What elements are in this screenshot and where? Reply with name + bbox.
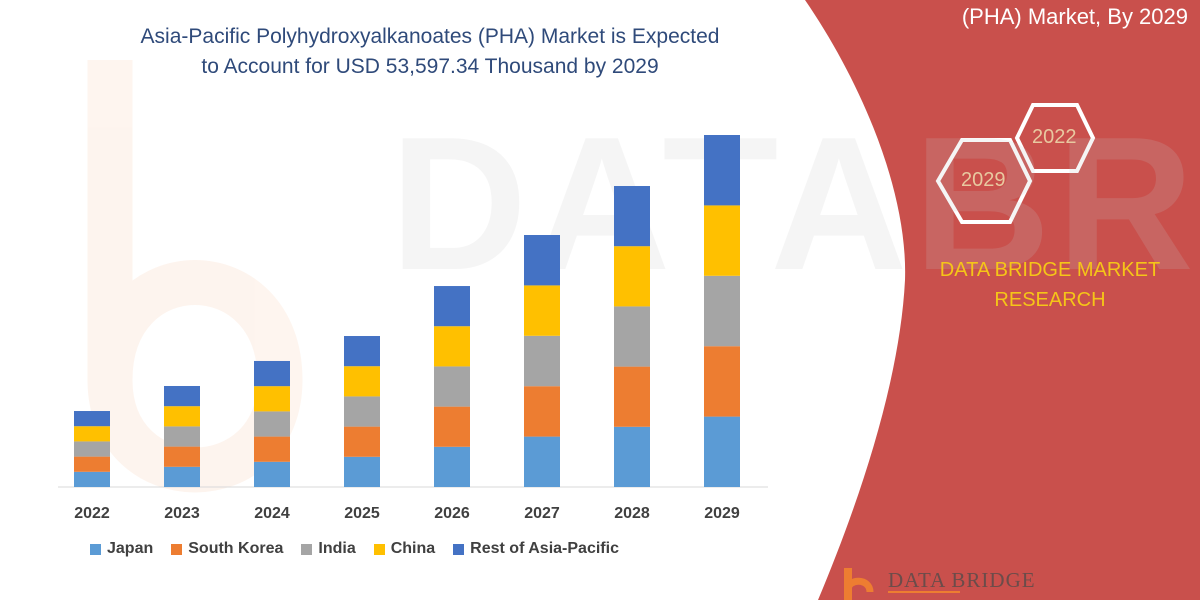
bar-segment-2024-india: [254, 411, 290, 437]
red-side-panel: [805, 0, 1200, 600]
legend-label: South Korea: [188, 540, 284, 557]
legend-label: India: [318, 540, 356, 557]
bar-segment-2026-south-korea: [434, 406, 470, 447]
x-tick-label: 2022: [74, 505, 110, 522]
x-tick-label: 2029: [704, 505, 740, 522]
hexagon-2022-icon: [1014, 103, 1096, 173]
legend-item: China: [373, 540, 436, 558]
legend-label: Rest of Asia-Pacific: [470, 540, 619, 557]
bar-segment-2027-south-korea: [524, 386, 560, 437]
bar-segment-2027-japan: [524, 436, 560, 487]
bar-segment-2026-china: [434, 326, 470, 367]
hex-label-2029: 2029: [961, 169, 1006, 191]
bar-segment-2022-japan: [74, 471, 110, 487]
bottom-logo-icon: [844, 568, 960, 600]
legend: Japan South Korea India China Rest of Asia-P…: [90, 540, 619, 558]
legend-label: Japan: [107, 540, 154, 557]
bar-segment-2029-india: [704, 275, 740, 347]
x-tick-label: 2025: [344, 505, 380, 522]
legend-swatch: [301, 543, 313, 555]
bar-segment-2023-south-korea: [164, 446, 200, 467]
bar-segment-2025-south-korea: [344, 426, 380, 457]
side-panel-title: (PHA) Market, By 2029: [961, 4, 1188, 29]
bar-segment-2026-rest-of-asia-pacific: [434, 286, 470, 327]
bar-segment-2029-rest-of-asia-pacific: [704, 135, 740, 206]
legend-swatch: [373, 543, 385, 555]
logo-text: DATA BRIDGE: [888, 568, 1036, 592]
bar-segment-2025-china: [344, 366, 380, 397]
legend-item: India: [301, 540, 356, 558]
bar-segment-2028-india: [614, 306, 650, 367]
x-tick-labels: 2022 2023 2024 2025 2026 2027 2028 2029: [74, 505, 740, 522]
bar-segment-2028-china: [614, 246, 650, 307]
legend-swatch: [171, 543, 183, 555]
bar-segment-2024-south-korea: [254, 436, 290, 462]
legend-swatch: [90, 543, 101, 555]
x-tick-label: 2024: [254, 505, 290, 522]
chart-title-line-2: to Account for USD 53,597.34 Thousand by…: [201, 55, 659, 78]
legend-swatch: [453, 543, 465, 555]
bar-segment-2029-south-korea: [704, 346, 740, 417]
legend-item: South Korea: [171, 540, 283, 558]
x-tick-label: 2027: [524, 505, 560, 522]
bar-segment-2023-rest-of-asia-pacific: [164, 385, 200, 407]
hexagon-2029-icon: [935, 138, 1033, 224]
chart-title-line-1: Asia-Pacific Polyhydroxyalkanoates (PHA)…: [140, 25, 720, 48]
brand-text: DATA BRIDGE MARKET RESEARCH: [915, 255, 1185, 315]
hex-label-2022: 2022: [1032, 126, 1077, 148]
brand-line-2: RESEARCH: [994, 289, 1106, 311]
brand-line-1: DATA BRIDGE MARKET: [939, 259, 1161, 281]
bar-segment-2028-rest-of-asia-pacific: [614, 186, 650, 247]
bar-segment-2028-japan: [614, 426, 650, 487]
bar-segment-2024-japan: [254, 461, 290, 487]
bar-segment-2026-japan: [434, 446, 470, 487]
bar-segment-2024-china: [254, 386, 290, 412]
legend-item: Rest of Asia-Pacific: [453, 540, 619, 558]
bars-group: [74, 135, 740, 487]
bar-segment-2028-south-korea: [614, 366, 650, 427]
bar-segment-2022-china: [74, 426, 110, 442]
legend-item: Japan: [90, 540, 153, 558]
bar-segment-2027-china: [524, 285, 560, 336]
bar-segment-2023-japan: [164, 466, 200, 487]
bar-segment-2025-japan: [344, 456, 380, 487]
x-tick-label: 2028: [614, 505, 650, 522]
legend-label: China: [390, 540, 436, 557]
chart-title: Asia-Pacific Polyhydroxyalkanoates (PHA)…: [60, 22, 800, 82]
bar-segment-2025-india: [344, 396, 380, 427]
bar-segment-2022-india: [74, 441, 110, 457]
x-tick-label: 2026: [434, 505, 470, 522]
bar-segment-2029-china: [704, 205, 740, 276]
bar-segment-2027-rest-of-asia-pacific: [524, 235, 560, 286]
x-tick-label: 2023: [164, 505, 200, 522]
bar-segment-2026-india: [434, 366, 470, 407]
bar-segment-2029-japan: [704, 416, 740, 487]
stacked-bar-chart: 2022 2023 2024 2025 2026 2027 2028 2029: [58, 135, 768, 522]
bar-segment-2024-rest-of-asia-pacific: [254, 360, 290, 387]
bar-segment-2023-china: [164, 406, 200, 427]
bar-segment-2027-india: [524, 335, 560, 387]
bar-segment-2022-south-korea: [74, 456, 110, 472]
bar-segment-2022-rest-of-asia-pacific: [74, 411, 110, 427]
bar-segment-2023-india: [164, 426, 200, 447]
bar-segment-2025-rest-of-asia-pacific: [344, 336, 380, 367]
